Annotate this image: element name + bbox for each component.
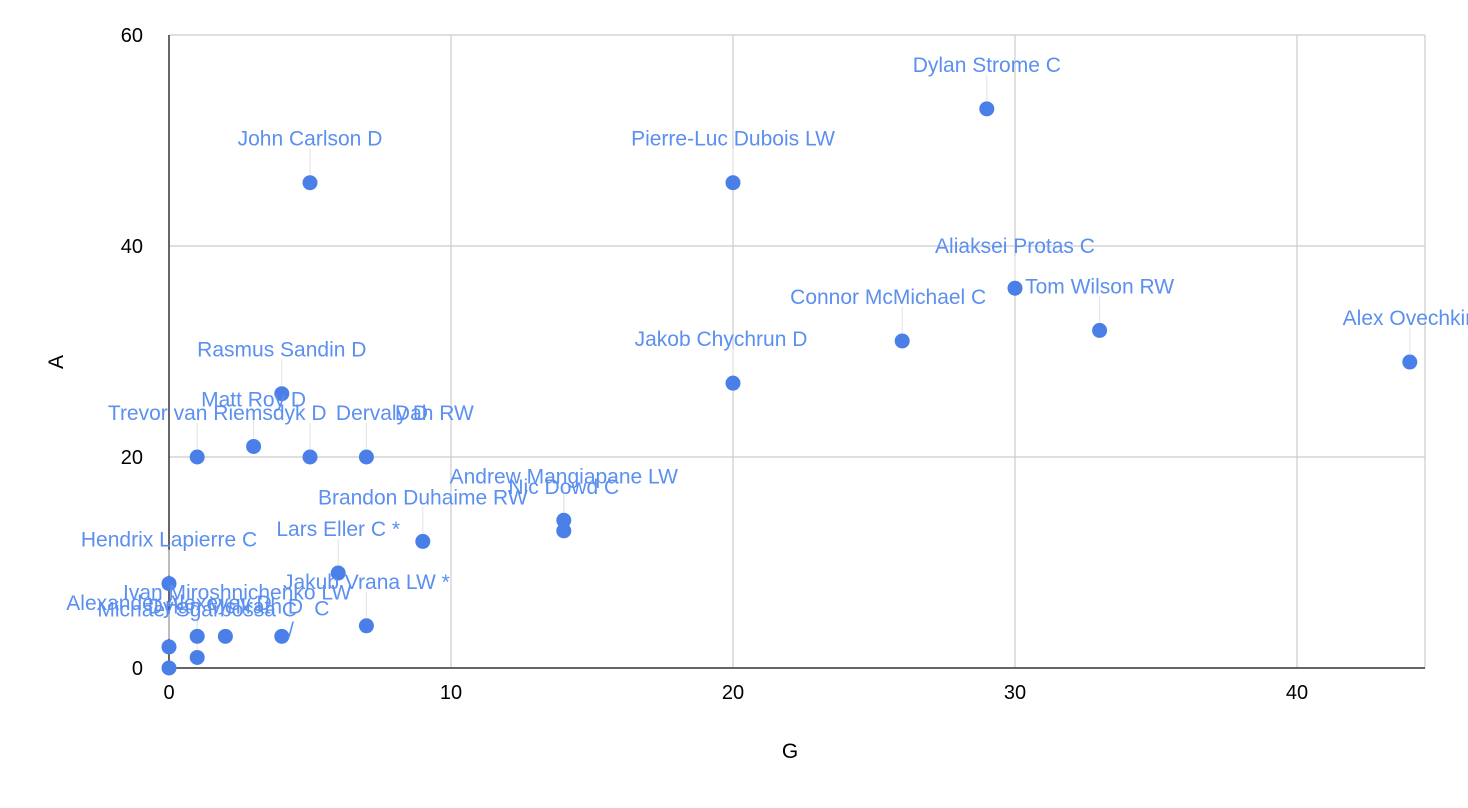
data-points [161, 101, 1418, 676]
data-point [358, 449, 374, 465]
data-point-label: John Carlson D [238, 128, 383, 151]
data-point-label: Dah RW [395, 402, 474, 425]
data-point-label: Lars Eller C * [276, 518, 400, 541]
data-point [415, 533, 431, 549]
data-point-label: Ivan Miroshnichenko LW [123, 581, 352, 604]
data-point [302, 449, 318, 465]
data-point [189, 628, 205, 644]
data-point [330, 565, 346, 581]
data-point-label: Dervaly D [336, 402, 428, 425]
data-point-label: Trevor van Riemsdyk D [108, 402, 327, 425]
data-point-label: / [288, 619, 294, 642]
data-point-label: Michael Sgarbossa C [97, 598, 297, 621]
data-point-label: Pierre-Luc Dubois LW [631, 128, 835, 151]
data-point [189, 649, 205, 665]
data-point-label: Brandon Duhaime RW [318, 486, 528, 509]
data-point-label: Matt Roy D [201, 388, 306, 411]
tick-labels: 0 20 40 60 0 10 20 30 40 [121, 25, 1308, 704]
data-point-label: Andrew Mangiapane LW [450, 465, 679, 488]
data-point-label: Connor McMichael C [790, 286, 986, 309]
label-leaders [168, 74, 1411, 650]
data-point-label: Dylan Strome C [913, 54, 1061, 77]
data-point [161, 639, 177, 655]
y-tick-label: 40 [121, 236, 143, 258]
x-axis-title: G [782, 740, 798, 763]
data-point-label: Alexander Alexeyev D [66, 592, 271, 615]
data-point [725, 375, 741, 391]
data-point [161, 576, 177, 592]
x-tick-label: 0 [163, 682, 174, 704]
data-point [217, 628, 233, 644]
data-point [274, 386, 290, 402]
data-point-label: C [314, 597, 329, 620]
data-point [556, 512, 572, 528]
data-point-label: Hendrix Lapierre C [81, 529, 257, 552]
data-point [556, 523, 572, 539]
x-tick-label: 40 [1286, 682, 1308, 704]
data-point [358, 618, 374, 634]
y-tick-label: 20 [121, 447, 143, 469]
data-point-label: Jakub Vrana LW * [283, 571, 450, 594]
x-tick-label: 20 [722, 682, 744, 704]
data-point-label: Nic Dowd C [508, 476, 619, 499]
x-tick-label: 10 [440, 682, 462, 704]
data-point-label: Tom Wilson RW [1025, 275, 1174, 298]
data-point [302, 175, 318, 191]
data-point [1402, 354, 1418, 370]
data-point [189, 449, 205, 465]
y-tick-label: 60 [121, 25, 143, 47]
data-point-label: Dylan McIlrath D [148, 595, 303, 618]
data-point [1007, 280, 1023, 296]
data-point-label: Jakob Chychrun D [635, 328, 808, 351]
data-point [725, 175, 741, 191]
data-point [979, 101, 995, 117]
data-point-label: Aliaksei Protas C [935, 235, 1095, 258]
y-axis-title: A [45, 355, 68, 369]
data-labels: Dylan Strome C John Carlson D Pierre-Luc D… [66, 54, 1468, 642]
data-point [246, 438, 262, 454]
data-point-label: Alex Ovechkin [1343, 307, 1468, 330]
data-point-label: Rasmus Sandin D [197, 339, 366, 362]
data-point [161, 660, 177, 676]
y-tick-label: 0 [132, 658, 143, 680]
data-point [1092, 322, 1108, 338]
x-tick-label: 30 [1004, 682, 1026, 704]
data-point [274, 628, 290, 644]
data-point [894, 333, 910, 349]
